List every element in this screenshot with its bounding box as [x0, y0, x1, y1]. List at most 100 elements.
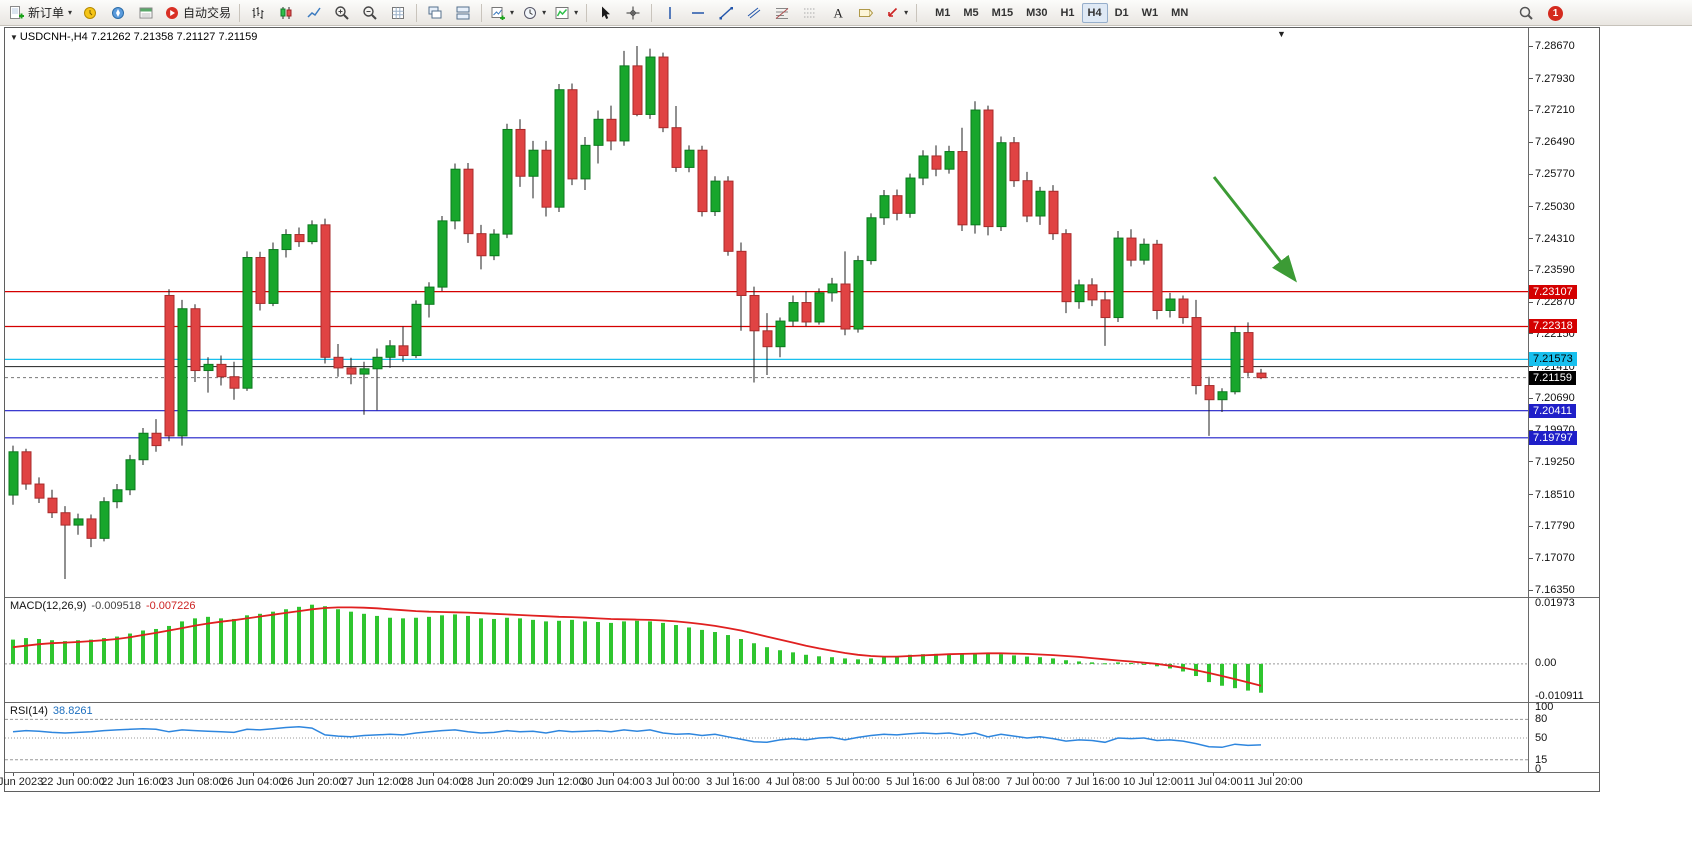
rsi-label: RSI(14) 38.8261 — [10, 705, 93, 717]
navigator-button[interactable] — [104, 1, 132, 25]
crosshair-tool-button[interactable] — [619, 1, 647, 25]
text-icon: A — [834, 5, 844, 20]
candle-body — [268, 249, 279, 304]
horizontal-line-tool-button[interactable] — [684, 1, 712, 25]
time-tick-mark — [673, 773, 674, 776]
time-label: 7 Jul 00:00 — [1006, 776, 1060, 788]
macd-hist-bar — [349, 611, 353, 664]
macd-axis-tick: 0.00 — [1535, 656, 1557, 669]
bar-chart-mode-button[interactable] — [244, 1, 272, 25]
price-level-badge-7.22318: 7.22318 — [1529, 319, 1577, 334]
macd-hist-bar — [570, 619, 574, 664]
toolbar-separator — [651, 3, 653, 22]
zoom-in-button[interactable] — [328, 1, 356, 25]
candle-body — [411, 303, 422, 357]
grid-toggle-button[interactable] — [384, 1, 412, 25]
candle-body — [762, 330, 773, 348]
toolbar-separator — [481, 3, 483, 22]
auto-trading-icon — [166, 6, 179, 19]
chevron-down-icon: ▾ — [542, 8, 547, 17]
candle-body — [21, 451, 32, 485]
rsi-chart[interactable] — [5, 703, 1528, 772]
trendline-tool-button[interactable] — [712, 1, 740, 25]
chart-shift-marker[interactable]: ▼ — [1277, 29, 1286, 39]
candle-body — [307, 224, 318, 243]
new-chart-button[interactable]: ▾ — [486, 1, 518, 25]
search-icon — [1519, 6, 1533, 20]
time-label: 28 Jun 20:00 — [461, 776, 525, 788]
one-click-trading-toggle[interactable]: ▼ — [10, 33, 18, 42]
macd-hist-bar — [128, 633, 132, 664]
candle-body — [749, 294, 760, 332]
candlestick-mode-button[interactable] — [272, 1, 300, 25]
candle-body — [60, 512, 71, 526]
macd-hist-bar — [427, 616, 431, 664]
tile-windows-button[interactable] — [449, 1, 477, 25]
notification-badge[interactable]: 1 — [1548, 5, 1563, 21]
candle-body — [788, 302, 799, 322]
text-tool-button[interactable]: A — [824, 1, 852, 25]
time-label: 26 Jun 20:00 — [281, 776, 345, 788]
time-tick-mark — [133, 773, 134, 776]
cursor-tool-button[interactable] — [591, 1, 619, 25]
text-label-tool-button[interactable] — [852, 1, 880, 25]
macd-hist-bar — [1077, 661, 1081, 664]
price-tick: 7.17790 — [1535, 520, 1575, 533]
macd-hist-bar — [1051, 658, 1055, 664]
candle-body — [73, 518, 84, 526]
time-label: 7 Jul 16:00 — [1066, 776, 1120, 788]
candle-body — [255, 257, 266, 304]
timeframe-w1[interactable]: W1 — [1141, 6, 1159, 19]
trendline-icon — [719, 6, 734, 19]
indicators-button[interactable]: ▾ — [550, 1, 582, 25]
timeframe-m15[interactable]: M15 — [991, 6, 1014, 19]
line-chart-mode-button[interactable] — [300, 1, 328, 25]
candle-body — [424, 286, 435, 305]
auto-trading-button[interactable]: 自动交易 — [160, 1, 235, 25]
price-tick: 7.24310 — [1535, 232, 1575, 245]
show-grid-button[interactable] — [796, 1, 824, 25]
cascade-windows-button[interactable] — [421, 1, 449, 25]
search-button[interactable] — [1512, 1, 1540, 25]
timeframe-mn[interactable]: MN — [1171, 6, 1189, 19]
price-axis[interactable]: 7.28670 7.27930 7.27210 7.26490 7.25770 7.250… — [1528, 28, 1598, 775]
candle-body — [1191, 317, 1202, 387]
candle-body — [580, 144, 591, 180]
time-label: 22 Jun 00:00 — [41, 776, 105, 788]
grid-icon — [392, 6, 405, 19]
macd-hist-bar — [882, 657, 886, 664]
timeframe-m1[interactable]: M1 — [935, 6, 951, 19]
timeframe-h4[interactable]: H4 — [1081, 2, 1108, 23]
macd-hist-bar — [921, 654, 925, 664]
new-order-button[interactable]: 新订单 ▾ — [4, 1, 76, 25]
trend-arrow-annotation[interactable] — [1212, 176, 1297, 283]
market-watch-button[interactable] — [76, 1, 104, 25]
vertical-line-tool-button[interactable] — [656, 1, 684, 25]
timeframe-h1[interactable]: H1 — [1060, 6, 1075, 19]
rsi-axis-tick: 50 — [1535, 732, 1548, 744]
main-price-chart[interactable] — [5, 28, 1528, 597]
macd-chart[interactable] — [5, 598, 1528, 702]
macd-hist-bar — [310, 604, 314, 664]
terminal-button[interactable] — [132, 1, 160, 25]
macd-hist-bar — [830, 657, 834, 664]
candle-body — [892, 195, 903, 214]
timeframe-m5[interactable]: M5 — [963, 6, 979, 19]
candle-body — [645, 56, 656, 115]
price-tick-mark — [1529, 589, 1533, 591]
zoom-out-button[interactable] — [356, 1, 384, 25]
macd-hist-bar — [219, 618, 223, 664]
fibonacci-tool-button[interactable] — [768, 1, 796, 25]
channel-tool-button[interactable] — [740, 1, 768, 25]
price-tick-mark — [1529, 173, 1533, 175]
timeframe-d1[interactable]: D1 — [1114, 6, 1129, 19]
timeframe-m30[interactable]: M30 — [1026, 6, 1048, 19]
macd-hist-bar — [661, 622, 665, 664]
period-button[interactable]: ▾ — [518, 1, 550, 25]
candle-body — [879, 195, 890, 219]
macd-hist-bar — [869, 658, 873, 664]
macd-hist-bar — [934, 653, 938, 664]
arrows-tool-button[interactable]: ▾ — [880, 1, 912, 25]
